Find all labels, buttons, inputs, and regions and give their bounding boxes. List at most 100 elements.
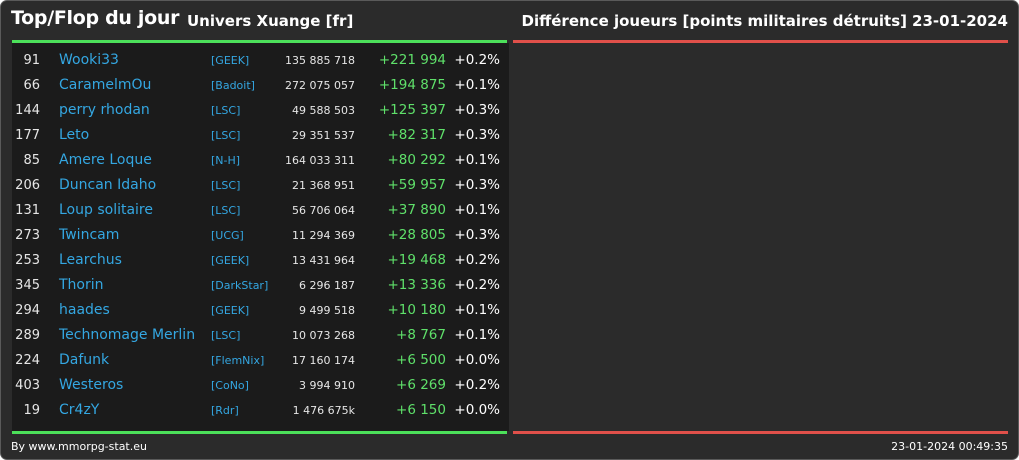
player-points: 13 431 964 bbox=[292, 254, 355, 267]
player-points: 10 073 268 bbox=[292, 329, 355, 342]
gain-percent: +0.0% bbox=[454, 402, 500, 418]
player-name-link[interactable]: haades bbox=[59, 302, 110, 318]
player-rank: 253 bbox=[15, 253, 40, 268]
generated-timestamp: 23-01-2024 00:49:35 bbox=[891, 440, 1008, 453]
player-row: 19 Cr4zY [Rdr] 1 476 675k +6 150 +0.0% bbox=[12, 398, 509, 423]
player-rank: 345 bbox=[15, 278, 40, 293]
alliance-tag-link[interactable]: [FlemNix] bbox=[211, 354, 265, 367]
points-gain: +28 805 bbox=[387, 227, 446, 243]
points-gain: +37 890 bbox=[387, 202, 446, 218]
alliance-tag-link[interactable]: [LSC] bbox=[211, 204, 241, 217]
alliance-tag-link[interactable]: [UCG] bbox=[211, 229, 244, 242]
gain-percent: +0.3% bbox=[454, 102, 500, 118]
player-rank: 91 bbox=[23, 53, 40, 68]
top-panel-bar-top bbox=[12, 40, 507, 43]
gain-percent: +0.1% bbox=[454, 152, 500, 168]
player-points: 17 160 174 bbox=[292, 354, 355, 367]
gain-percent: +0.2% bbox=[454, 377, 500, 393]
player-rank: 66 bbox=[23, 78, 40, 93]
player-row: 85 Amere Loque [N-H] 164 033 311 +80 292 +0.1… bbox=[12, 148, 509, 173]
player-name-link[interactable]: Duncan Idaho bbox=[59, 177, 157, 193]
alliance-tag-link[interactable]: [LSC] bbox=[211, 329, 241, 342]
player-points: 3 994 910 bbox=[299, 379, 355, 392]
player-points: 272 075 057 bbox=[285, 79, 355, 92]
gain-percent: +0.2% bbox=[454, 277, 500, 293]
points-gain: +82 317 bbox=[387, 127, 446, 143]
player-name-link[interactable]: Technomage Merlin bbox=[59, 327, 196, 343]
player-name-link[interactable]: Leto bbox=[59, 127, 90, 143]
player-points: 135 885 718 bbox=[285, 54, 355, 67]
player-rank: 289 bbox=[15, 328, 40, 343]
player-name-link[interactable]: Thorin bbox=[59, 277, 104, 293]
widget-title: Top/Flop du jour bbox=[11, 7, 180, 29]
player-rank: 273 bbox=[15, 228, 40, 243]
alliance-tag-link[interactable]: [DarkStar] bbox=[211, 279, 269, 292]
points-gain: +13 336 bbox=[387, 277, 446, 293]
player-name-link[interactable]: Loup solitaire bbox=[59, 202, 153, 218]
metric-label: Différence joueurs [points militaires dé… bbox=[521, 12, 907, 30]
flop-panel-bar-top bbox=[513, 40, 1008, 43]
player-name-link[interactable]: Twincam bbox=[59, 227, 120, 243]
alliance-tag-link[interactable]: [GEEK] bbox=[211, 304, 250, 317]
flop-panel-bar-bottom bbox=[513, 431, 1008, 434]
player-rank: 294 bbox=[15, 303, 40, 318]
player-points: 21 368 951 bbox=[292, 179, 355, 192]
player-points: 164 033 311 bbox=[285, 154, 355, 167]
gain-percent: +0.1% bbox=[454, 302, 500, 318]
top-players-panel: 91 Wooki33 [GEEK] 135 885 718 +221 994 +0.2% 6… bbox=[12, 43, 509, 431]
gain-percent: +0.1% bbox=[454, 327, 500, 343]
gain-percent: +0.1% bbox=[454, 202, 500, 218]
alliance-tag-link[interactable]: [LSC] bbox=[211, 179, 241, 192]
alliance-tag-link[interactable]: [LSC] bbox=[211, 129, 241, 142]
points-gain: +6 500 bbox=[396, 352, 446, 368]
player-row: 403 Westeros [CoNo] 3 994 910 +6 269 +0.2% bbox=[12, 373, 509, 398]
player-name-link[interactable]: Dafunk bbox=[59, 352, 110, 368]
player-row: 345 Thorin [DarkStar] 6 296 187 +13 336 +0.2% bbox=[12, 273, 509, 298]
points-gain: +125 397 bbox=[378, 102, 446, 118]
alliance-tag-link[interactable]: [GEEK] bbox=[211, 54, 250, 67]
alliance-tag-link[interactable]: [Badoit] bbox=[211, 79, 255, 92]
points-gain: +6 269 bbox=[396, 377, 446, 393]
player-rank: 177 bbox=[15, 128, 40, 143]
player-points: 56 706 064 bbox=[292, 204, 355, 217]
alliance-tag-link[interactable]: [CoNo] bbox=[211, 379, 249, 392]
alliance-tag-link[interactable]: [LSC] bbox=[211, 104, 241, 117]
gain-percent: +0.3% bbox=[454, 227, 500, 243]
player-name-link[interactable]: CaramelmOu bbox=[59, 77, 152, 93]
player-points: 1 476 675k bbox=[292, 404, 355, 417]
player-row: 289 Technomage Merlin [LSC] 10 073 268 +8 76… bbox=[12, 323, 509, 348]
points-gain: +221 994 bbox=[378, 52, 446, 68]
points-gain: +194 875 bbox=[378, 77, 446, 93]
alliance-tag-link[interactable]: [N-H] bbox=[211, 154, 241, 167]
player-name-link[interactable]: Cr4zY bbox=[59, 402, 100, 418]
player-row: 144 perry rhodan [LSC] 49 588 503 +125 397 +0… bbox=[12, 98, 509, 123]
player-row: 294 haades [GEEK] 9 499 518 +10 180 +0.1% bbox=[12, 298, 509, 323]
player-rank: 403 bbox=[15, 378, 40, 393]
player-rank: 19 bbox=[23, 403, 40, 418]
player-rank: 224 bbox=[15, 353, 40, 368]
player-name-link[interactable]: Learchus bbox=[59, 252, 122, 268]
player-points: 6 296 187 bbox=[299, 279, 355, 292]
flop-players-panel bbox=[513, 43, 1008, 431]
player-name-link[interactable]: Amere Loque bbox=[59, 152, 152, 168]
player-row: 224 Dafunk [FlemNix] 17 160 174 +6 500 +0.0% bbox=[12, 348, 509, 373]
player-name-link[interactable]: Wooki33 bbox=[59, 52, 119, 68]
gain-percent: +0.3% bbox=[454, 127, 500, 143]
gain-percent: +0.2% bbox=[454, 252, 500, 268]
player-row: 273 Twincam [UCG] 11 294 369 +28 805 +0.3% bbox=[12, 223, 509, 248]
player-name-link[interactable]: Westeros bbox=[59, 377, 124, 393]
alliance-tag-link[interactable]: [GEEK] bbox=[211, 254, 250, 267]
points-gain: +10 180 bbox=[387, 302, 446, 318]
universe-label: Univers Xuange [fr] bbox=[187, 12, 354, 30]
gain-percent: +0.3% bbox=[454, 177, 500, 193]
top-panel-bar-bottom bbox=[12, 431, 507, 434]
points-gain: +59 957 bbox=[387, 177, 446, 193]
player-row: 253 Learchus [GEEK] 13 431 964 +19 468 +0.2% bbox=[12, 248, 509, 273]
player-name-link[interactable]: perry rhodan bbox=[59, 102, 150, 118]
alliance-tag-link[interactable]: [Rdr] bbox=[211, 404, 239, 417]
player-row: 131 Loup solitaire [LSC] 56 706 064 +37 890 +… bbox=[12, 198, 509, 223]
header-date: 23-01-2024 bbox=[912, 12, 1008, 30]
gain-percent: +0.1% bbox=[454, 77, 500, 93]
player-points: 49 588 503 bbox=[292, 104, 355, 117]
points-gain: +8 767 bbox=[396, 327, 446, 343]
